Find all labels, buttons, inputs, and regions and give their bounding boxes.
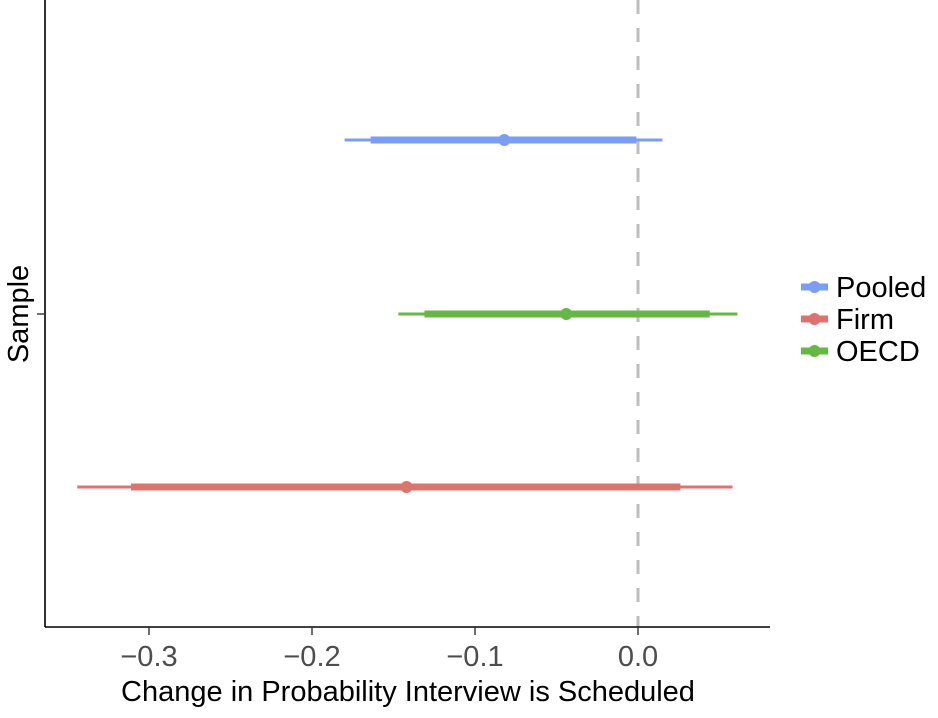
x-tick-label: −0.1 bbox=[446, 641, 503, 673]
legend-key-point bbox=[808, 345, 821, 357]
errorbar-oecd bbox=[398, 308, 738, 320]
x-tick-label: 0.0 bbox=[618, 641, 658, 673]
legend-item-firm: Firm bbox=[801, 304, 894, 336]
point-estimate bbox=[400, 481, 413, 493]
x-tick-label: −0.2 bbox=[283, 641, 340, 673]
errorbar-firm bbox=[77, 481, 733, 493]
legend-label: OECD bbox=[836, 336, 920, 368]
legend-item-oecd: OECD bbox=[801, 336, 920, 368]
legend-key-point bbox=[808, 313, 821, 325]
y-axis-title: Sample bbox=[3, 265, 35, 363]
legend-key-point bbox=[808, 281, 821, 293]
plot-area bbox=[77, 0, 738, 627]
point-estimate bbox=[498, 134, 511, 146]
x-tick-label: −0.3 bbox=[120, 641, 177, 673]
x-axis-title: Change in Probability Interview is Sched… bbox=[121, 676, 695, 708]
point-estimate bbox=[560, 308, 573, 320]
legend-item-pooled: Pooled bbox=[801, 272, 926, 304]
legend-label: Firm bbox=[836, 304, 894, 336]
legend-label: Pooled bbox=[836, 272, 926, 304]
errorbar-pooled bbox=[344, 134, 663, 146]
x-axis-ticks: −0.3 −0.2 −0.1 0.0 bbox=[120, 627, 658, 673]
